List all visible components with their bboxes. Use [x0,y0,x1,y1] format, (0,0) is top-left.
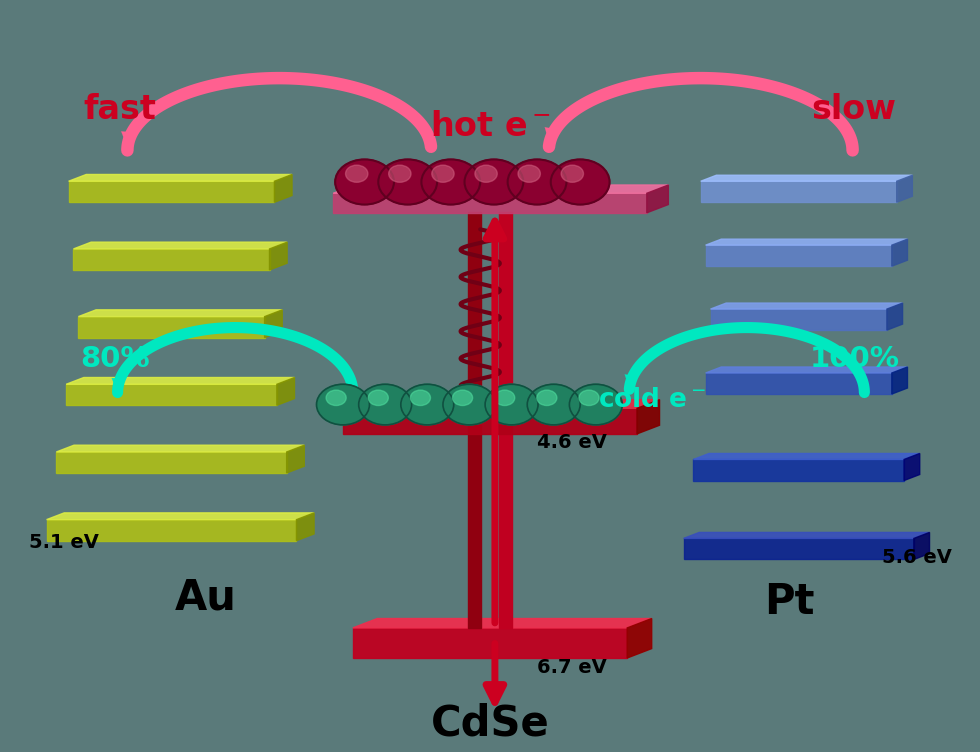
Polygon shape [887,303,903,330]
Circle shape [432,165,454,182]
Polygon shape [627,618,652,658]
Circle shape [359,384,412,425]
Polygon shape [710,303,903,309]
Polygon shape [892,239,907,266]
Polygon shape [343,400,660,408]
Polygon shape [706,367,907,373]
Circle shape [527,384,580,425]
Polygon shape [74,242,287,249]
Circle shape [421,159,480,205]
Circle shape [317,384,369,425]
Circle shape [495,390,514,405]
Polygon shape [56,452,286,473]
Text: fast: fast [83,92,156,126]
Polygon shape [274,174,292,202]
Polygon shape [706,373,892,394]
Polygon shape [46,513,314,520]
Text: 4.6 eV: 4.6 eV [537,432,607,452]
Circle shape [518,165,540,182]
Polygon shape [701,181,897,202]
Polygon shape [265,310,282,338]
Polygon shape [693,459,904,481]
Text: hot e$^-$: hot e$^-$ [429,110,551,143]
Text: slow: slow [811,92,897,126]
Text: 100%: 100% [809,345,900,374]
Polygon shape [66,378,294,384]
Polygon shape [353,628,627,658]
Circle shape [326,390,346,405]
Polygon shape [286,445,304,473]
Polygon shape [684,538,913,559]
Circle shape [443,384,496,425]
Polygon shape [270,242,287,270]
Circle shape [579,390,599,405]
Polygon shape [684,532,929,538]
Text: 5.1 eV: 5.1 eV [29,533,99,553]
Polygon shape [343,408,637,434]
Text: 5.6 eV: 5.6 eV [882,548,952,568]
Polygon shape [892,367,907,394]
Polygon shape [56,445,304,452]
Circle shape [569,384,622,425]
Circle shape [485,384,538,425]
Polygon shape [333,185,668,193]
Circle shape [475,165,497,182]
Circle shape [378,159,437,205]
Polygon shape [693,453,919,459]
Polygon shape [276,378,294,405]
Polygon shape [78,317,265,338]
Polygon shape [69,174,292,181]
Circle shape [465,159,523,205]
Text: Au: Au [174,577,237,619]
Polygon shape [913,532,929,559]
Polygon shape [647,185,668,213]
Circle shape [537,390,557,405]
Circle shape [453,390,472,405]
Polygon shape [333,193,647,213]
Polygon shape [706,239,907,245]
Circle shape [508,159,566,205]
Polygon shape [46,520,296,541]
Polygon shape [353,618,652,628]
Text: 80%: 80% [80,345,150,374]
Polygon shape [78,310,282,317]
Circle shape [346,165,368,182]
Circle shape [411,390,430,405]
Text: cold e$^-$: cold e$^-$ [598,387,706,413]
Polygon shape [710,309,887,330]
Polygon shape [706,245,892,266]
Polygon shape [904,453,919,481]
Polygon shape [69,181,274,202]
Polygon shape [499,212,512,408]
Text: Pt: Pt [763,581,814,623]
Circle shape [562,165,583,182]
Polygon shape [296,513,314,541]
Text: 6.7 eV: 6.7 eV [537,658,607,678]
Polygon shape [74,249,270,270]
Polygon shape [468,212,481,408]
Circle shape [389,165,411,182]
Polygon shape [897,175,912,202]
Circle shape [401,384,454,425]
Polygon shape [701,175,912,181]
Polygon shape [66,384,276,405]
Polygon shape [637,400,660,434]
Polygon shape [499,425,512,628]
Circle shape [335,159,394,205]
Text: CdSe: CdSe [430,702,550,744]
Circle shape [368,390,388,405]
Circle shape [551,159,610,205]
Polygon shape [468,425,481,628]
